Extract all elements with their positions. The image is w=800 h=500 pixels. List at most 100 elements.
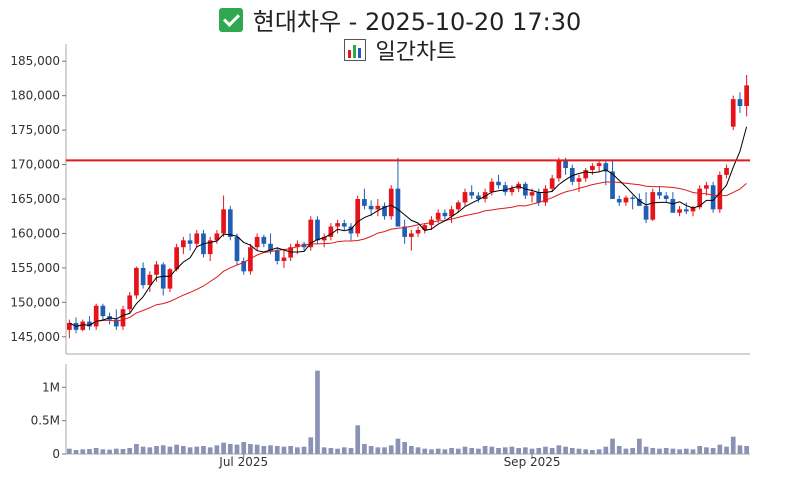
volume-bar <box>281 446 287 454</box>
volume-bar <box>67 448 72 454</box>
volume-bar <box>543 446 548 454</box>
volume-bar <box>134 444 139 454</box>
x-tick-label: Sep 2025 <box>504 455 561 469</box>
volume-bar <box>321 447 327 454</box>
price-tick-label: 180,000 <box>10 89 60 103</box>
volume-bar <box>295 447 300 454</box>
volume-bar <box>576 448 582 454</box>
candle-body <box>227 209 233 237</box>
volume-tick-label: 0.5M <box>31 414 60 428</box>
candle-body <box>341 223 347 227</box>
volume-bar <box>362 444 367 454</box>
volume-bar <box>93 448 99 454</box>
volume-bar <box>704 447 709 454</box>
volume-bar <box>241 442 247 454</box>
volume-bar <box>476 448 481 454</box>
candle-body <box>113 319 119 327</box>
volume-bar <box>697 446 703 454</box>
volume-bar <box>268 445 273 454</box>
candle-body <box>368 205 374 210</box>
candle-body <box>469 192 475 196</box>
volume-bar <box>368 446 374 454</box>
volume-bar <box>677 449 682 454</box>
volume-bar <box>469 448 475 454</box>
candle-body <box>315 219 320 241</box>
volume-bar <box>435 448 441 454</box>
volume-bar <box>717 444 723 454</box>
candle-body <box>87 321 92 327</box>
volume-bar <box>288 446 293 454</box>
volume-bar <box>248 444 253 454</box>
x-tick-label: Jul 2025 <box>218 455 268 469</box>
volume-bar <box>590 450 595 454</box>
volume-bar <box>643 446 649 454</box>
volume-bar <box>650 448 656 454</box>
candle-body <box>442 212 448 217</box>
volume-bar <box>308 437 314 454</box>
volume-bar <box>402 442 407 454</box>
candle-body <box>395 188 401 227</box>
candle-body <box>140 267 146 286</box>
volume-bar <box>502 447 508 454</box>
candle-body <box>489 181 495 193</box>
candle-body <box>724 168 729 175</box>
candle-body <box>355 199 361 234</box>
candle-body <box>80 321 86 330</box>
candle-body <box>643 205 649 220</box>
volume-bar <box>194 446 200 454</box>
candle-body <box>529 192 535 196</box>
volume-bar <box>616 446 622 454</box>
volume-bar <box>422 448 428 454</box>
volume-bar <box>395 438 401 454</box>
volume-bar <box>409 446 414 454</box>
candle-body <box>187 240 193 244</box>
candle-body <box>388 188 394 217</box>
candle-body <box>563 161 568 168</box>
candle-body <box>590 165 595 171</box>
volume-bar <box>107 449 112 454</box>
candle-body <box>583 170 589 179</box>
x-axis-labels: Jul 2025 Sep 2025 <box>218 454 561 469</box>
candle-body <box>274 250 280 261</box>
volume-bar <box>301 446 307 454</box>
chart-subtitle: 일간차트 <box>0 34 800 66</box>
bar-chart-icon <box>343 39 366 61</box>
volume-bar <box>442 449 448 454</box>
candle-body <box>328 226 334 237</box>
volume-bar <box>160 445 166 454</box>
price-tick-label: 155,000 <box>10 261 60 275</box>
volume-bar <box>603 446 609 454</box>
candle-body <box>382 205 387 217</box>
volume-bar <box>690 449 696 454</box>
volume-tick-label: 1M <box>42 380 60 394</box>
volume-bar <box>335 448 340 454</box>
candle-body <box>449 209 454 217</box>
candle-body <box>576 178 582 182</box>
candle-body <box>127 295 133 310</box>
candle-body <box>603 163 609 172</box>
volume-bar <box>355 425 361 454</box>
candle-body <box>462 192 468 203</box>
candle-body <box>704 185 709 189</box>
candle-body <box>650 192 656 220</box>
candle-body <box>375 205 381 210</box>
volume-bar <box>341 447 347 454</box>
volume-bar <box>328 448 334 454</box>
volume-bar <box>254 444 260 454</box>
candle-body <box>261 236 267 244</box>
volume-bar <box>529 448 535 454</box>
candle-body <box>308 219 314 248</box>
candle-body <box>335 223 340 227</box>
candle-body <box>737 99 743 106</box>
price-overlays <box>66 126 750 327</box>
candle-body <box>221 209 226 234</box>
candle-body <box>93 305 99 327</box>
volume-bar <box>583 449 589 454</box>
volume-bar <box>489 446 495 454</box>
candle-body <box>167 269 173 289</box>
price-tick-label: 165,000 <box>10 192 60 206</box>
price-tick-label: 185,000 <box>10 54 60 68</box>
volume-bar <box>523 447 528 454</box>
candle-body <box>549 178 555 189</box>
candle-body <box>610 171 615 199</box>
